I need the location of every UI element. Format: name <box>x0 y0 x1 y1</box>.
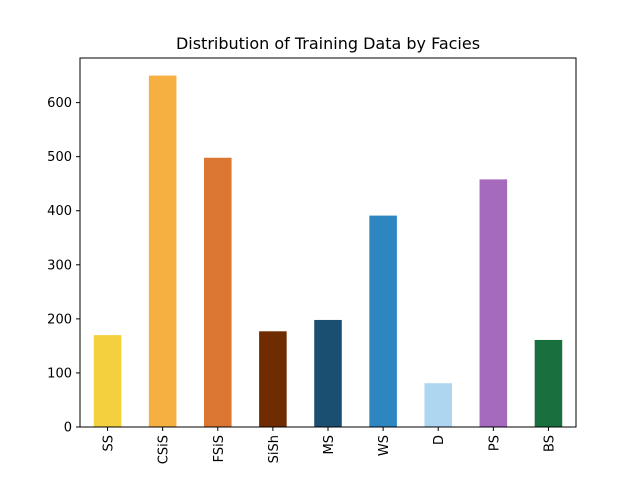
bar-ms <box>314 319 342 427</box>
x-tick-label: CSiS <box>157 435 172 464</box>
bar-d <box>424 383 452 427</box>
x-tick-label: MS <box>322 435 337 454</box>
chart-title: Distribution of Training Data by Facies <box>176 34 480 53</box>
x-tick-label: D <box>432 435 447 445</box>
y-tick-label: 400 <box>47 204 72 219</box>
bar-ps <box>479 179 508 427</box>
y-tick-label: 200 <box>47 312 72 327</box>
bar-bs <box>534 339 563 427</box>
y-tick-label: 500 <box>47 150 72 165</box>
y-tick-label: 100 <box>47 366 72 381</box>
x-tick-label: PS <box>487 435 502 451</box>
bars-layer <box>93 75 563 427</box>
x-tick-label: BS <box>542 435 557 452</box>
bar-sish <box>259 331 287 427</box>
y-tick-label: 600 <box>47 96 72 111</box>
y-tick-label: 300 <box>47 258 72 273</box>
x-tick-label: SiSh <box>267 435 282 463</box>
x-tick-label: FSiS <box>212 435 227 462</box>
x-tick-label: SS <box>102 435 117 452</box>
plot-frame <box>79 57 577 428</box>
bar-fsis <box>204 157 232 427</box>
y-tick-label: 0 <box>64 421 72 436</box>
bar-csis <box>148 75 177 427</box>
x-axis: SS CSiS FSiS SiSh MS WS D PS BS <box>102 427 557 464</box>
bar-ws <box>369 215 397 427</box>
x-tick-label: WS <box>377 435 392 456</box>
bar-ss <box>93 335 122 427</box>
y-axis: 0 100 200 300 400 500 600 <box>47 96 80 436</box>
